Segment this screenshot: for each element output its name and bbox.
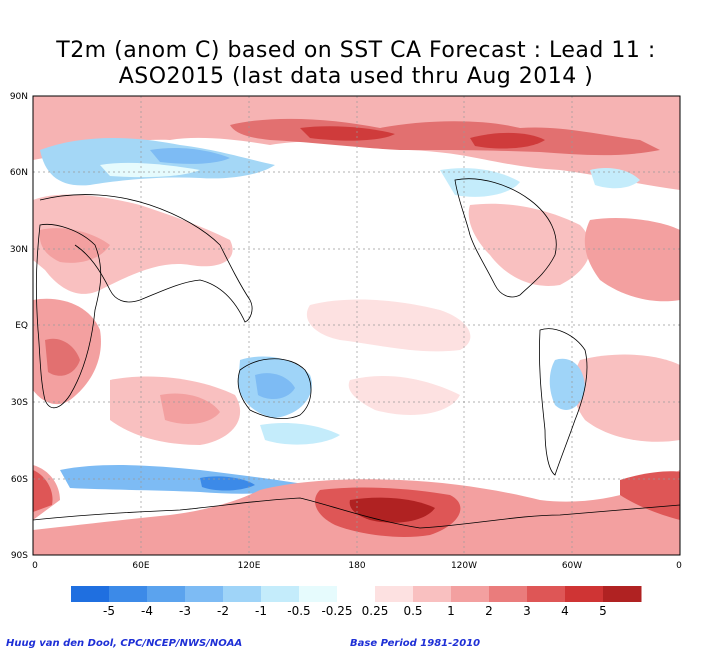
colorbar-label: 0.25 (362, 604, 389, 618)
africa-coastline (35, 223, 102, 409)
colorbar-swatch (413, 586, 452, 602)
colorbar-label: 4 (561, 604, 569, 618)
north-america-warm (468, 203, 591, 286)
lat-tick-label: 90N (10, 92, 28, 102)
atlantic-warm (584, 218, 680, 302)
colorbar-label: -5 (103, 604, 115, 618)
colorbar-label: -0.25 (321, 604, 352, 618)
middle-east-warm (39, 228, 110, 263)
colorbar-swatch (527, 586, 566, 602)
antarctic-east-warm (620, 471, 680, 520)
colorbar-swatch (565, 586, 604, 602)
colorbar-swatch (71, 586, 110, 602)
australia-coastline (237, 358, 312, 420)
russia-core-warm (470, 132, 545, 149)
lat-tick-label: 30S (11, 398, 28, 408)
south-america-cold (549, 358, 585, 410)
africa-strong-warm (45, 338, 80, 376)
eurasia-warm (33, 194, 233, 294)
chart-title-line2: ASO2015 (last data used thru Aug 2014 ) (118, 64, 594, 89)
colorbar-label: 3 (523, 604, 531, 618)
lon-tick-label: 60E (132, 561, 149, 571)
colorbar-label: -3 (179, 604, 191, 618)
chart-title-line1: T2m (anom C) based on SST CA Forecast : … (56, 38, 656, 63)
colorbar-swatch (109, 586, 148, 602)
south-pacific-warm (348, 375, 460, 415)
colorbar-swatch (337, 586, 376, 602)
colorbar-label: -2 (217, 604, 229, 618)
coastlines (33, 178, 680, 529)
lat-tick-label: 60N (10, 168, 28, 178)
south-america-coastline (539, 328, 588, 476)
eurasia-coastline (39, 194, 253, 323)
siberia-cold-region (40, 138, 275, 186)
colorbar-swatch (603, 586, 642, 602)
map-frame (32, 95, 681, 556)
central-pacific-warm (306, 299, 471, 352)
lon-tick-label: 0 (676, 561, 682, 571)
author-credit: Huug van den Dool, CPC/NCEP/NWS/NOAA (6, 638, 243, 649)
lon-tick-label: 120E (238, 561, 261, 571)
colorbar-label: 1 (447, 604, 455, 618)
lon-tick-label: 120W (451, 561, 477, 571)
lon-tick-label: 0 (32, 561, 38, 571)
colorbar-swatch (451, 586, 490, 602)
southern-ocean-deep-cold (200, 476, 255, 491)
antarctic-west-warm (33, 470, 53, 512)
lon-axis: 0 60E 120E 180 120W 60W 0 (32, 561, 682, 571)
colorbar-label: 0.5 (403, 604, 422, 618)
antarctic-core-warm (349, 497, 435, 523)
colorbar-swatch (261, 586, 300, 602)
southern-ocean-cold-patch (260, 423, 340, 445)
colorbar-swatch (185, 586, 224, 602)
australia-deep-cold (255, 373, 295, 400)
north-america-cold (440, 168, 520, 197)
lon-tick-label: 180 (348, 561, 365, 571)
colorbar-swatch (147, 586, 186, 602)
lat-tick-label: 60S (11, 475, 28, 485)
indian-ocean-mid-warm (160, 393, 220, 424)
arctic-core-warm (300, 126, 395, 141)
lon-tick-label: 60W (562, 561, 582, 571)
base-period-note: Base Period 1981-2010 (350, 638, 481, 649)
colorbar-swatch (375, 586, 414, 602)
colorbar-label: 2 (485, 604, 493, 618)
lat-tick-label: 90S (11, 551, 28, 561)
antarctica-coastline (33, 497, 680, 529)
colorbar-label: 5 (599, 604, 607, 618)
lat-tick-label: EQ (15, 321, 28, 331)
colorbar-label: -4 (141, 604, 153, 618)
greenland-cold (590, 168, 640, 189)
colorbar-swatch (223, 586, 262, 602)
colorbar-label: -0.5 (287, 604, 310, 618)
siberia-mid-cold (150, 147, 230, 164)
colorbar-swatch (489, 586, 528, 602)
north-america-coastline (454, 178, 557, 298)
map-fields (33, 96, 680, 555)
gridlines (33, 96, 680, 555)
lat-tick-label: 30N (10, 245, 28, 255)
colorbar-swatch (299, 586, 338, 602)
south-atlantic-warm (573, 354, 680, 442)
siberia-cold-center (100, 162, 200, 178)
colorbar-label: -1 (255, 604, 267, 618)
colorbar: -5 -4 -3 -2 -1 -0.5 -0.25 0.25 0.5 1 2 3 4 5 (71, 586, 642, 618)
lat-axis: 90N 60N 30N EQ 30S 60S 90S (10, 92, 28, 561)
